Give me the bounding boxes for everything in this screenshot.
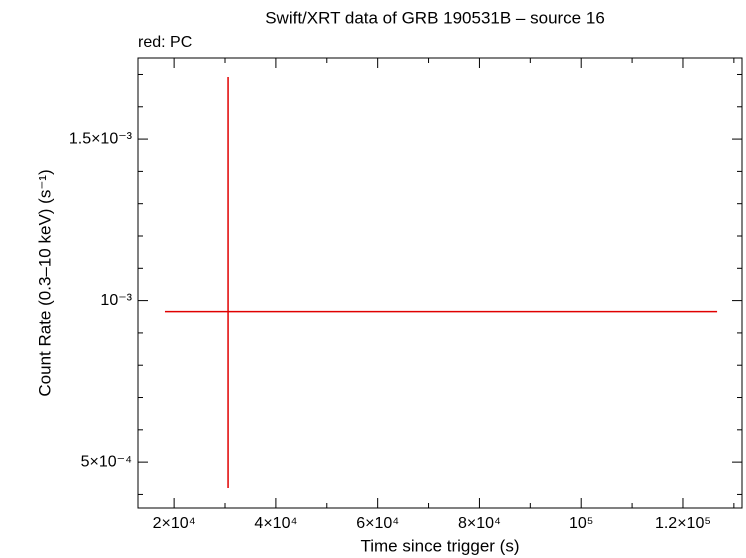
x-tick-label: 10⁵ — [569, 515, 593, 532]
chart-title: Swift/XRT data of GRB 190531B – source 1… — [265, 8, 605, 27]
plot-frame — [137, 57, 743, 509]
x-tick-label: 4×10⁴ — [254, 515, 297, 532]
y-axis-label: Count Rate (0.3–10 keV) (s⁻¹) — [35, 169, 54, 396]
x-tick-label: 6×10⁴ — [356, 515, 399, 532]
y-tick-label: 10⁻³ — [100, 292, 132, 309]
x-tick-label: 8×10⁴ — [458, 515, 501, 532]
x-tick-label: 1.2×10⁵ — [655, 515, 711, 532]
chart-subtitle: red: PC — [138, 34, 192, 51]
y-tick-label: 1.5×10⁻³ — [69, 130, 133, 147]
x-axis-label: Time since trigger (s) — [360, 536, 519, 555]
y-tick-label: 5×10⁻⁴ — [81, 453, 132, 470]
x-tick-label: 2×10⁴ — [153, 515, 196, 532]
